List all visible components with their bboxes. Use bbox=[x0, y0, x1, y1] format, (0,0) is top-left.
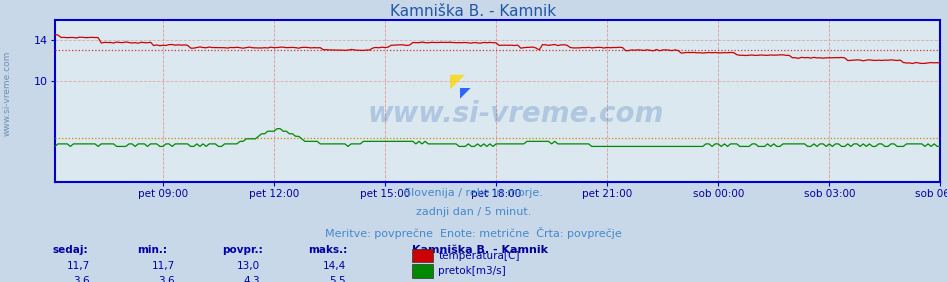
Text: www.si-vreme.com: www.si-vreme.com bbox=[367, 100, 664, 128]
Text: ◤: ◤ bbox=[459, 86, 471, 100]
Text: ◤: ◤ bbox=[451, 72, 465, 91]
Text: Kamniška B. - Kamnik: Kamniška B. - Kamnik bbox=[412, 245, 548, 255]
Text: www.si-vreme.com: www.si-vreme.com bbox=[3, 50, 12, 136]
Text: 14,4: 14,4 bbox=[322, 261, 346, 271]
Text: maks.:: maks.: bbox=[308, 245, 347, 255]
Text: Kamniška B. - Kamnik: Kamniška B. - Kamnik bbox=[390, 4, 557, 19]
Text: povpr.:: povpr.: bbox=[223, 245, 263, 255]
Text: Meritve: povprečne  Enote: metrične  Črta: povprečje: Meritve: povprečne Enote: metrične Črta:… bbox=[325, 227, 622, 239]
Text: pretok[m3/s]: pretok[m3/s] bbox=[438, 266, 507, 276]
Text: Slovenija / reke in morje.: Slovenija / reke in morje. bbox=[404, 188, 543, 197]
Text: 3,6: 3,6 bbox=[158, 276, 175, 282]
Text: zadnji dan / 5 minut.: zadnji dan / 5 minut. bbox=[416, 207, 531, 217]
Text: 13,0: 13,0 bbox=[238, 261, 260, 271]
Text: temperatura[C]: temperatura[C] bbox=[438, 251, 520, 261]
Text: 3,6: 3,6 bbox=[73, 276, 90, 282]
Text: 5,5: 5,5 bbox=[329, 276, 346, 282]
Text: 11,7: 11,7 bbox=[66, 261, 90, 271]
Text: min.:: min.: bbox=[137, 245, 168, 255]
Text: sedaj:: sedaj: bbox=[52, 245, 88, 255]
Text: 11,7: 11,7 bbox=[152, 261, 175, 271]
Text: 4,3: 4,3 bbox=[243, 276, 260, 282]
